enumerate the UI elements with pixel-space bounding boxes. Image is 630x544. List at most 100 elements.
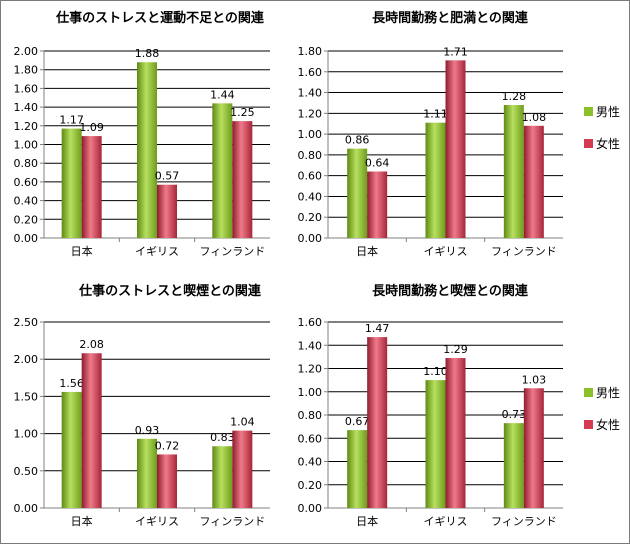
y-tick-label: 1.00 [298,386,323,399]
data-label: 1.04 [230,416,255,429]
x-tick-label: フィンランド [199,515,265,528]
y-tick-label: 1.40 [14,101,39,114]
data-label: 0.57 [155,170,180,183]
x-tick-label: イギリス [135,515,179,528]
bar-female [232,121,253,238]
y-tick-label: 1.60 [14,82,39,95]
y-tick-label: 0.80 [298,149,323,162]
y-tick-label: 1.40 [298,87,323,100]
legend-label: 女性 [596,417,620,432]
y-tick-label: 0.50 [14,465,39,478]
data-label: 1.10 [423,365,448,378]
bar-female [367,337,388,508]
data-label: 1.08 [522,111,547,124]
legend-swatch-female [584,420,593,429]
y-tick-label: 1.50 [14,390,39,403]
y-tick-label: 0.00 [14,502,39,515]
chart-title: 長時間勤務と喫煙との関連 [372,283,529,299]
data-label: 1.11 [423,108,448,121]
data-label: 2.08 [79,338,104,351]
y-tick-label: 0.60 [298,170,323,183]
bar-male [212,446,233,508]
legend-label: 男性 [596,105,620,119]
data-label: 1.88 [135,47,160,60]
chart-title: 仕事のストレスと運動不足との関連 [55,10,265,26]
bar-female [523,125,544,238]
y-tick-label: 0.80 [298,409,323,422]
y-tick-label: 1.60 [298,66,323,79]
y-tick-label: 1.20 [14,120,39,133]
x-tick-label: 日本 [71,514,93,528]
chart-3: 仕事のストレスと喫煙との関連 0.00 0.50 1.00 1.50 2.00 2.50 日本… [14,283,270,528]
bar-male [425,122,446,238]
bar-female [157,184,177,238]
bar-male [212,103,233,238]
data-label: 1.56 [59,377,84,390]
y-tick-label: 0.20 [298,479,323,492]
y-tick-label: 0.40 [14,195,39,208]
bar-male [61,128,82,238]
x-tick-label: イギリス [135,245,179,258]
data-label: 0.73 [502,408,527,421]
legend-label: 男性 [596,386,620,400]
x-tick-label: 日本 [71,244,93,258]
bar-female [81,353,102,508]
bar-male [347,430,368,508]
x-tick-label: イギリス [424,245,468,258]
bar-male [137,438,157,508]
x-tick-label: フィンランド [199,245,265,258]
x-tick-label: 日本 [356,514,378,528]
bar-female [523,388,544,508]
chart-4: 長時間勤務と喫煙との関連 0.00 0.20 0.40 0.60 0.80 1.00 1.20… [298,283,621,528]
y-tick-label: 2.00 [14,45,39,58]
y-tick-label: 2.50 [14,316,39,329]
y-tick-label: 2.00 [14,353,39,366]
y-tick-label: 0.20 [298,211,323,224]
y-tick-label: 0.60 [14,176,39,189]
data-label: 0.67 [345,415,370,428]
x-tick-label: フィンランド [491,515,557,528]
y-tick-label: 1.00 [14,428,39,441]
bar-female [445,60,466,238]
bar-male [137,62,157,238]
y-tick-label: 1.00 [298,128,323,141]
chart-title: 長時間勤務と肥満との関連 [372,10,529,26]
bar-female [157,454,177,508]
y-tick-label: 1.00 [14,139,39,152]
y-tick-label: 0.00 [298,232,323,245]
bar-male [61,391,82,508]
chart-title: 仕事のストレスと喫煙との関連 [78,283,262,299]
data-label: 1.17 [59,114,84,127]
data-label: 0.72 [155,439,180,452]
chart-1: 仕事のストレスと運動不足との関連 0.00 0.20 0.40 0.60 0.80 1.00… [14,10,270,258]
data-label: 1.03 [522,373,547,386]
y-tick-label: 0.20 [14,213,39,226]
legend-swatch-male [584,388,593,397]
data-label: 1.71 [443,45,468,58]
data-label: 1.47 [365,322,390,335]
x-tick-label: 日本 [356,244,378,258]
y-tick-label: 1.80 [14,64,39,77]
data-label: 1.25 [230,106,255,119]
y-tick-label: 0.00 [14,232,39,245]
data-label: 0.83 [210,431,235,444]
y-tick-label: 1.20 [298,363,323,376]
data-label: 1.29 [443,343,468,356]
bar-male [425,380,446,508]
data-label: 0.93 [135,424,160,437]
y-tick-label: 0.00 [298,502,323,515]
data-label: 1.44 [210,88,235,101]
x-tick-label: フィンランド [491,245,557,258]
y-tick-label: 1.80 [298,45,323,58]
bar-female [81,136,102,238]
legend-swatch-female [584,139,593,148]
y-tick-label: 1.20 [298,107,323,120]
data-label: 1.09 [79,121,104,134]
y-tick-label: 1.60 [298,316,323,329]
data-label: 0.86 [345,134,370,147]
y-tick-label: 0.80 [14,157,39,170]
y-tick-label: 0.40 [298,190,323,203]
